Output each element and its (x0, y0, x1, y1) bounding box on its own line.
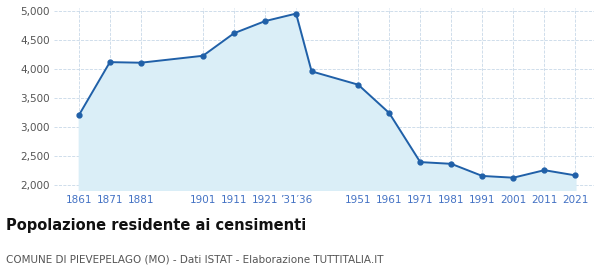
Text: COMUNE DI PIEVEPELAGO (MO) - Dati ISTAT - Elaborazione TUTTITALIA.IT: COMUNE DI PIEVEPELAGO (MO) - Dati ISTAT … (6, 255, 383, 265)
Text: Popolazione residente ai censimenti: Popolazione residente ai censimenti (6, 218, 306, 234)
